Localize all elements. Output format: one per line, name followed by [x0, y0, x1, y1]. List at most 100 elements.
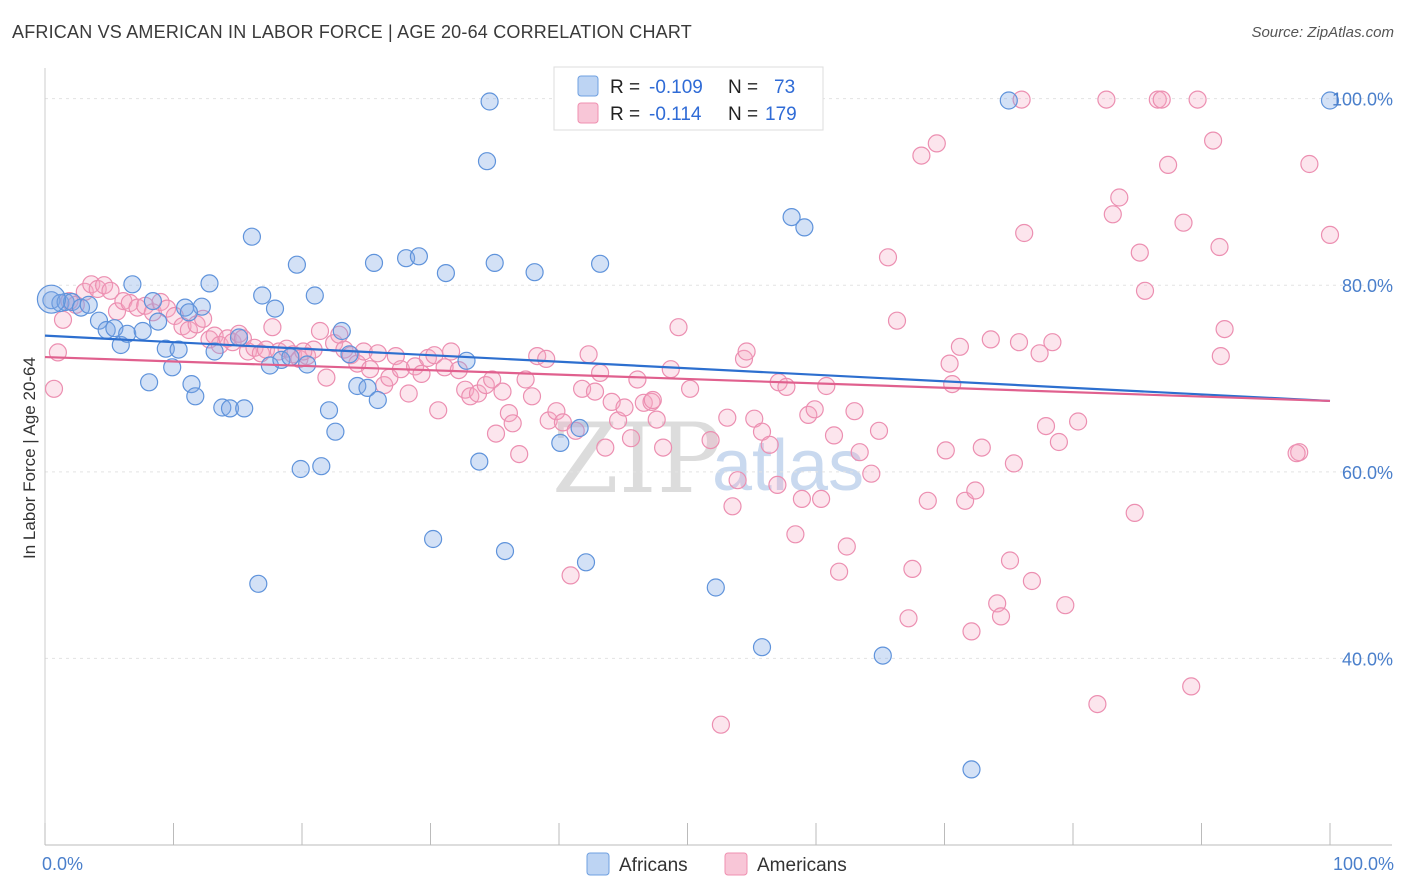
point-americans: [510, 445, 529, 464]
x-tick-label-min: 0.0%: [42, 854, 83, 874]
point-americans: [151, 292, 170, 312]
bottom-legend-label-americans: Americans: [757, 855, 847, 876]
point-americans: [399, 384, 418, 403]
point-americans: [53, 310, 73, 329]
point-africans: [326, 422, 345, 441]
point-americans: [561, 566, 580, 585]
point-americans: [1148, 90, 1167, 109]
legend-r-value-americans: -0.114: [649, 104, 702, 125]
point-americans: [499, 404, 518, 423]
point-americans: [927, 134, 946, 153]
point-americans: [1125, 503, 1144, 523]
legend-swatch-africans: [577, 75, 599, 97]
point-americans: [1097, 90, 1116, 109]
series-americans: [44, 90, 1340, 734]
point-americans: [661, 360, 680, 379]
point-africans: [436, 264, 455, 283]
point-americans: [734, 349, 754, 368]
point-americans: [701, 431, 720, 450]
point-africans: [200, 274, 219, 293]
point-americans: [1000, 551, 1020, 570]
point-americans: [1158, 155, 1178, 174]
bottom-legend-swatch-americans: [724, 852, 748, 876]
y-tick-label: 80.0%: [1342, 276, 1393, 296]
point-americans: [887, 311, 907, 330]
point-americans: [621, 429, 641, 448]
point-americans: [824, 426, 844, 445]
point-americans: [837, 537, 856, 556]
point-africans: [156, 339, 175, 358]
source-label: Source: ZipAtlas.com: [1251, 24, 1394, 41]
point-americans: [850, 443, 869, 462]
trend-line-americans: [44, 355, 1331, 403]
point-africans: [1320, 91, 1340, 110]
point-americans: [792, 489, 812, 508]
point-africans: [89, 311, 109, 330]
point-africans: [265, 299, 285, 318]
point-africans: [706, 578, 725, 597]
correlation-legend: R = -0.109 N = 73 R = -0.114 N = 179: [553, 66, 824, 131]
point-africans: [186, 387, 205, 406]
point-americans: [647, 410, 666, 429]
point-americans: [483, 370, 502, 389]
point-africans: [480, 92, 499, 111]
point-americans: [537, 349, 556, 368]
point-africans-cluster: [36, 284, 67, 314]
point-americans: [723, 497, 742, 516]
point-africans: [795, 218, 814, 237]
point-americans: [1300, 154, 1319, 174]
point-americans: [596, 438, 615, 457]
point-africans: [999, 91, 1018, 110]
point-americans: [158, 299, 177, 318]
legend-swatch-americans: [577, 102, 599, 124]
point-americans: [1188, 90, 1207, 109]
point-africans: [253, 286, 272, 305]
point-africans: [424, 529, 443, 549]
chart-title: AFRICAN VS AMERICAN IN LABOR FORCE | AGE…: [12, 22, 692, 42]
point-americans: [680, 379, 700, 398]
point-americans: [493, 382, 512, 401]
point-americans: [786, 525, 805, 544]
point-americans: [1049, 432, 1069, 452]
point-americans: [760, 435, 779, 454]
point-americans: [1287, 444, 1306, 463]
point-africans: [229, 328, 249, 347]
trend-lines: [44, 334, 1331, 403]
point-americans: [817, 376, 836, 396]
point-americans: [878, 248, 898, 267]
point-africans: [368, 390, 387, 410]
legend-n-label-americans: N =: [728, 104, 758, 125]
point-americans: [1211, 347, 1230, 366]
point-africans: [298, 355, 317, 374]
point-americans: [728, 471, 747, 490]
point-africans: [332, 321, 351, 341]
axes: [44, 68, 1392, 846]
point-africans: [782, 208, 801, 227]
point-americans: [943, 375, 962, 394]
point-africans: [873, 646, 892, 665]
point-americans: [516, 370, 535, 389]
point-africans: [169, 340, 188, 359]
point-africans: [409, 247, 428, 266]
point-americans: [718, 408, 737, 427]
point-africans: [305, 286, 324, 305]
point-americans: [44, 379, 64, 398]
point-americans: [643, 390, 662, 410]
grid-lines: [45, 98, 1392, 659]
point-africans: [457, 351, 476, 370]
point-africans: [79, 295, 98, 314]
y-tick-label: 40.0%: [1342, 649, 1393, 669]
legend-r-label-africans: R =: [610, 77, 640, 98]
point-americans: [615, 398, 634, 417]
point-americans: [1056, 596, 1075, 615]
point-americans: [1152, 90, 1171, 109]
point-africans: [576, 553, 596, 572]
point-americans: [950, 337, 970, 356]
series-legend: Africans Americans: [586, 852, 847, 876]
series-africans: [36, 91, 1340, 779]
point-americans: [1130, 243, 1149, 262]
point-americans: [412, 364, 431, 383]
point-americans: [101, 281, 120, 300]
point-americans: [1135, 281, 1155, 300]
point-americans: [899, 609, 918, 628]
